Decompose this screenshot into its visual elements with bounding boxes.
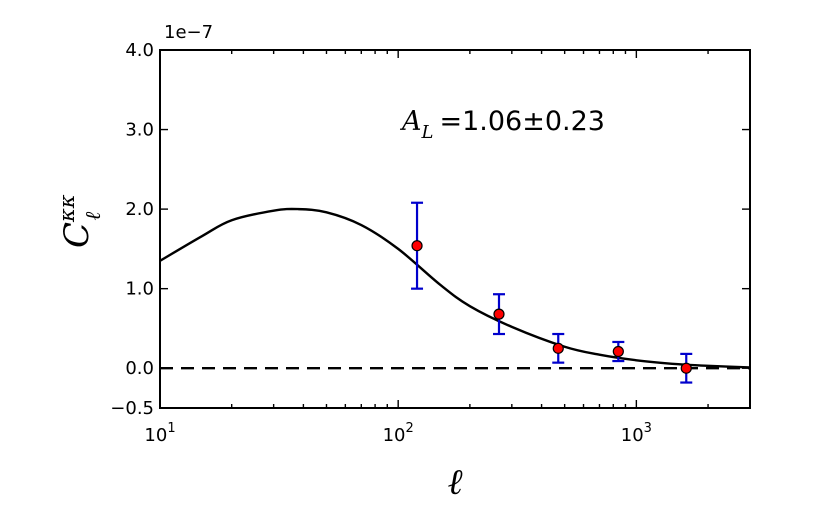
data-marker (493, 308, 505, 320)
x-tick-base: 10 (144, 425, 167, 446)
model-curve (160, 207, 750, 369)
data-point-2 (492, 293, 505, 336)
data-point-4 (612, 340, 625, 363)
data-point-3 (552, 332, 565, 364)
plot-content (160, 201, 750, 384)
x-tick-label: 102 (383, 421, 414, 446)
x-tick-exponent: 1 (167, 421, 175, 436)
annotation-symbol: A (399, 106, 422, 137)
data-marker (612, 345, 624, 358)
x-tick-base: 10 (621, 425, 644, 446)
y-tick-label: 1.0 (125, 279, 154, 300)
data-point-5 (680, 352, 693, 384)
data-point-1 (411, 201, 424, 290)
y-tick-label: 4.0 (125, 40, 154, 61)
y-tick-label: 0.0 (125, 358, 154, 379)
x-tick-exponent: 2 (405, 421, 413, 436)
annotation-text: AL =1.06±0.23 (399, 106, 605, 143)
data-marker (680, 362, 692, 374)
y-tick-label: −0.5 (110, 398, 154, 419)
annotation-value: =1.06±0.23 (439, 106, 604, 137)
annotation-subscript: L (421, 122, 434, 143)
y-scale-factor: 1e−7 (164, 22, 213, 43)
x-axis-label: ℓ (448, 462, 463, 503)
x-tick-label: 103 (621, 421, 652, 446)
y-tick-label: 2.0 (125, 199, 154, 220)
data-marker (411, 240, 423, 252)
y-label-main: C (57, 222, 97, 248)
data-marker (552, 342, 564, 354)
y-axis-label: Cκκℓ (55, 194, 105, 248)
plot-frame (159, 49, 751, 409)
y-label-subscript: ℓ (81, 211, 105, 220)
y-label-superscript: κκ (55, 194, 79, 223)
x-tick-label: 101 (144, 421, 175, 446)
x-tick-exponent: 3 (644, 421, 652, 436)
y-tick-label: 3.0 (125, 120, 154, 141)
x-tick-base: 10 (383, 425, 406, 446)
axis-ticks (159, 49, 751, 409)
